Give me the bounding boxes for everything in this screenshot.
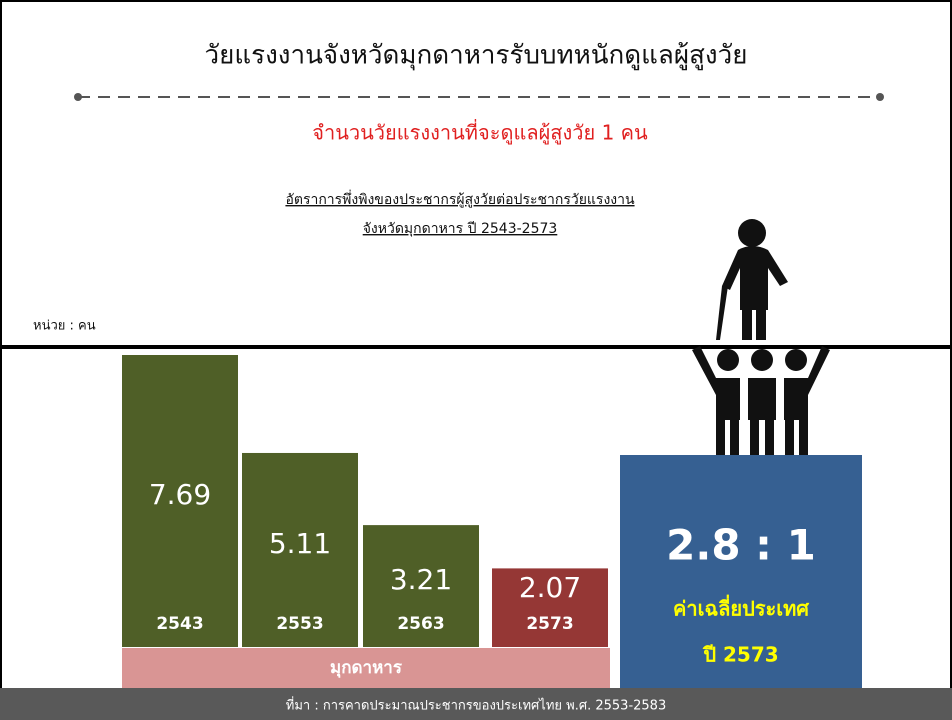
divider-dot — [74, 93, 82, 101]
category-label: 2543 — [156, 614, 203, 634]
value-label: 5.11 — [269, 527, 331, 560]
value-label: 2.07 — [519, 571, 581, 604]
value-label: 3.21 — [390, 563, 452, 596]
national-label: ค่าเฉลี่ยประเทศ — [673, 594, 810, 621]
national-ratio: 2.8 : 1 — [666, 521, 816, 570]
group-label: มุกดาหาร — [330, 658, 403, 678]
value-label: 7.69 — [149, 478, 211, 511]
infographic: วัยแรงงานจังหวัดมุกดาหารรับบทหนักดูแลผู้… — [0, 0, 952, 720]
chart-heading: จังหวัดมุกดาหาร ปี 2543-2573 — [363, 221, 558, 237]
subtitle: จำนวนวัยแรงงานที่จะดูแลผู้สูงวัย 1 คน — [312, 119, 648, 146]
divider-dot — [876, 93, 884, 101]
national-year: ปี 2573 — [702, 643, 779, 667]
category-label: 2563 — [397, 614, 444, 634]
category-label: 2573 — [526, 614, 573, 634]
source: ที่มา : การคาดประมาณประชากรของประเทศไทย … — [286, 697, 666, 714]
elderly-icon — [716, 219, 788, 340]
chart: วัยแรงงานจังหวัดมุกดาหารรับบทหนักดูแลผู้… — [0, 0, 952, 720]
workers-icon — [692, 346, 830, 455]
category-label: 2553 — [276, 614, 323, 634]
unit: หน่วย : คน — [33, 319, 96, 334]
title: วัยแรงงานจังหวัดมุกดาหารรับบทหนักดูแลผู้… — [205, 41, 748, 71]
chart-heading: อัตราการพึ่งพิงของประชากรผู้สูงวัยต่อประ… — [285, 190, 635, 208]
